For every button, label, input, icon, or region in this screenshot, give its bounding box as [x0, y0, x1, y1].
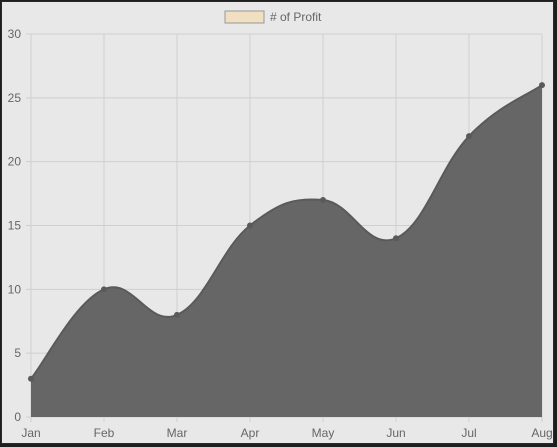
y-tick-label: 15	[8, 219, 22, 233]
y-tick-label: 5	[14, 346, 21, 360]
data-point-may[interactable]	[320, 196, 326, 203]
x-axis-ticks: Jan Feb Mar Apr May Jun Jul Aug	[21, 426, 552, 440]
x-tick-label: Feb	[94, 426, 115, 440]
x-tick-label: Jun	[386, 426, 405, 440]
data-point-jan[interactable]	[28, 375, 34, 382]
legend[interactable]: # of Profit	[224, 10, 322, 24]
x-tick-label: Jul	[461, 426, 476, 440]
x-tick-label: Apr	[241, 426, 260, 440]
series-line	[30, 84, 543, 380]
data-point-mar[interactable]	[174, 311, 180, 318]
data-point-apr[interactable]	[247, 222, 253, 229]
x-tick-label: Aug	[531, 426, 552, 440]
legend-swatch[interactable]	[224, 10, 265, 24]
y-tick-label: 0	[14, 410, 21, 424]
series-area-fill	[31, 85, 542, 418]
area-layer	[30, 84, 543, 418]
data-point-aug[interactable]	[539, 82, 545, 89]
y-tick-label: 30	[8, 27, 22, 41]
point-layer	[28, 82, 545, 382]
y-tick-label: 25	[8, 91, 22, 105]
legend-label[interactable]: # of Profit	[270, 10, 322, 24]
y-tick-label: 20	[8, 155, 22, 169]
x-tick-label: Jan	[21, 426, 40, 440]
data-point-feb[interactable]	[101, 286, 107, 293]
y-axis-ticks: 0 5 10 15 20 25 30	[8, 27, 22, 424]
data-point-jul[interactable]	[466, 133, 472, 140]
x-tick-label: Mar	[167, 426, 188, 440]
x-tick-label: May	[312, 426, 335, 440]
data-point-jun[interactable]	[393, 235, 399, 242]
y-tick-label: 10	[8, 282, 22, 296]
